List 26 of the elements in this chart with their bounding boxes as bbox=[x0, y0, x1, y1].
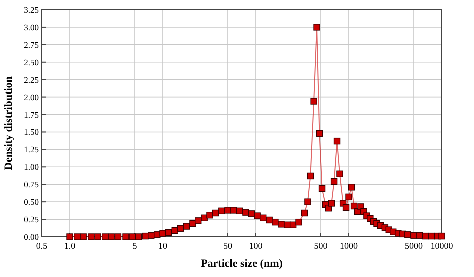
y-tick-label: 1.00 bbox=[24, 162, 39, 172]
y-tick-label: 1.50 bbox=[24, 127, 39, 138]
y-tick-label: 2.00 bbox=[24, 92, 39, 102]
y-tick-label: 0.00 bbox=[24, 232, 39, 242]
x-tick-label: 5 bbox=[132, 241, 138, 251]
y-tick-label: 2.75 bbox=[24, 40, 39, 50]
y-tick-label: 3.00 bbox=[24, 22, 39, 32]
y-tick-label: 2.50 bbox=[24, 57, 39, 68]
x-tick-label: 1000 bbox=[340, 241, 358, 251]
y-tick-label: 2.25 bbox=[24, 74, 39, 85]
y-tick-label: 0.50 bbox=[24, 197, 39, 208]
x-tick-label: 100 bbox=[249, 241, 264, 251]
y-tick-label: 0.75 bbox=[24, 180, 39, 190]
x-tick-label: 1.0 bbox=[64, 241, 76, 251]
y-tick-label: 0.25 bbox=[24, 214, 39, 225]
x-axis-title: Particle size (nm) bbox=[201, 258, 284, 270]
x-tick-label: 5000 bbox=[405, 241, 424, 251]
x-tick-label: 500 bbox=[314, 241, 328, 251]
y-tick-label: 3.25 bbox=[24, 5, 39, 15]
x-tick-label: 10 bbox=[158, 241, 168, 251]
y-axis-title: Density distribution bbox=[3, 76, 15, 170]
y-tick-label: 1.75 bbox=[24, 110, 39, 120]
x-tick-label: 10000 bbox=[430, 241, 454, 251]
y-tick-label: 1.25 bbox=[24, 144, 39, 155]
x-tick-label: 0.5 bbox=[36, 241, 48, 251]
x-tick-label: 50 bbox=[224, 241, 233, 251]
